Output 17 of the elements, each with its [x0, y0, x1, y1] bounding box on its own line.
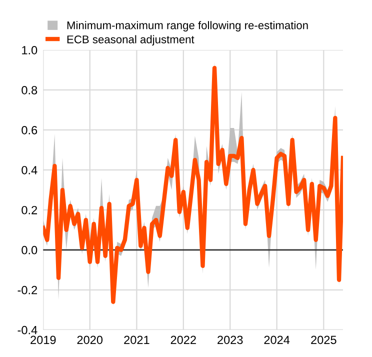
- text: Minimum-maximum range following re-estimation: [67, 21, 308, 32]
- x-tick-label: 2022: [170, 336, 196, 344]
- x-tick-label: 2021: [124, 336, 150, 344]
- y-tick-label: 1.0: [22, 46, 38, 54]
- x-tick-label: 2023: [218, 336, 243, 344]
- y-tick-label: -0.4: [18, 326, 38, 334]
- x-tick-label: 2024: [264, 336, 290, 344]
- y-tick-label: -0.2: [18, 286, 38, 294]
- y-tick-label: 0.0: [22, 246, 38, 254]
- legend-label: ECB seasonal adjustment: [67, 35, 194, 46]
- x-tick-label: 2025: [311, 336, 336, 344]
- y-tick-label: 0.2: [22, 206, 38, 214]
- y-tick-label: 0.6: [22, 126, 38, 134]
- x-tick-label: 2020: [77, 336, 103, 344]
- y-tick-label: 0.8: [22, 86, 38, 94]
- y-tick-label: 0.4: [22, 166, 38, 174]
- x-tick-label: 2019: [30, 336, 56, 344]
